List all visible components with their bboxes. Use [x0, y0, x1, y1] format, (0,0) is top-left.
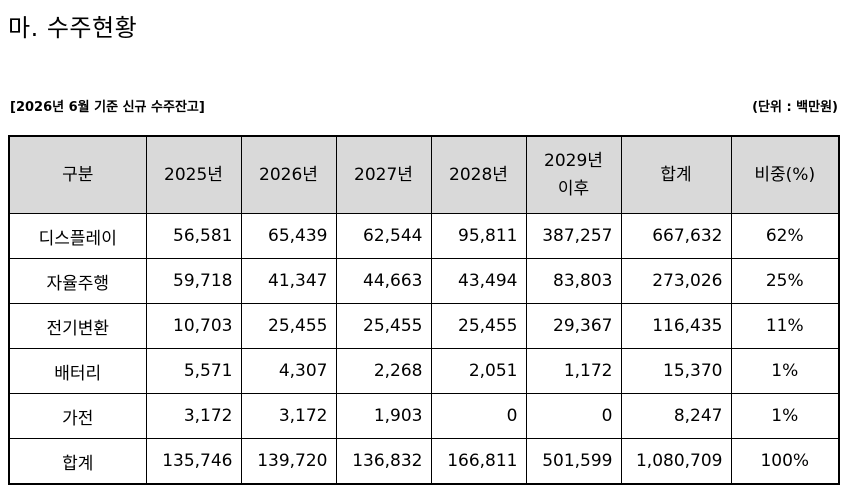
header-2026: 2026년: [240, 135, 337, 214]
cell-value: 0: [525, 393, 622, 439]
header-2028: 2028년: [430, 135, 527, 214]
header-category: 구분: [8, 135, 147, 214]
cell-share: 1%: [730, 348, 840, 394]
header-total: 합계: [620, 135, 732, 214]
cell-value: 15,370: [620, 348, 732, 394]
header-2029-text: 2029년 이후: [544, 151, 603, 199]
cell-value: 25,455: [240, 303, 337, 349]
row-label: 디스플레이: [8, 213, 147, 259]
cell-value: 3,172: [145, 393, 242, 439]
cell-value: 29,367: [525, 303, 622, 349]
cell-share: 62%: [730, 213, 840, 259]
table-row: 가전 3,172 3,172 1,903 0 0 8,247 1%: [8, 393, 840, 439]
cell-value: 25,455: [335, 303, 432, 349]
cell-share: 25%: [730, 258, 840, 304]
header-share: 비중(%): [730, 135, 840, 214]
table-row: 합계 135,746 139,720 136,832 166,811 501,599 1,0…: [8, 438, 840, 485]
cell-value: 4,307: [240, 348, 337, 394]
order-backlog-table: 구분 2025년 2026년 2027년 2028년 2029년 이후 합계 비…: [8, 135, 840, 485]
table-row: 자율주행 59,718 41,347 44,663 43,494 83,803 273,02…: [8, 258, 840, 304]
cell-value: 273,026: [620, 258, 732, 304]
header-2025: 2025년: [145, 135, 242, 214]
cell-value: 136,832: [335, 438, 432, 485]
unit-label: (단위 : 백만원): [752, 100, 838, 115]
cell-value: 139,720: [240, 438, 337, 485]
header-row: 구분 2025년 2026년 2027년 2028년 2029년 이후 합계 비…: [8, 135, 840, 214]
cell-value: 95,811: [430, 213, 527, 259]
table-row: 배터리 5,571 4,307 2,268 2,051 1,172 15,370 1%: [8, 348, 840, 394]
cell-value: 166,811: [430, 438, 527, 485]
header-2027: 2027년: [335, 135, 432, 214]
cell-value: 116,435: [620, 303, 732, 349]
section-title: 마. 수주현황: [8, 14, 138, 42]
cell-value: 10,703: [145, 303, 242, 349]
cell-value: 1,080,709: [620, 438, 732, 485]
cell-value: 0: [430, 393, 527, 439]
table-row: 전기변환 10,703 25,455 25,455 25,455 29,367 116,43…: [8, 303, 840, 349]
cell-value: 41,347: [240, 258, 337, 304]
cell-value: 43,494: [430, 258, 527, 304]
row-label: 가전: [8, 393, 147, 439]
cell-value: 25,455: [430, 303, 527, 349]
cell-value: 387,257: [525, 213, 622, 259]
cell-value: 5,571: [145, 348, 242, 394]
cell-value: 65,439: [240, 213, 337, 259]
row-label: 자율주행: [8, 258, 147, 304]
cell-share: 11%: [730, 303, 840, 349]
cell-value: 56,581: [145, 213, 242, 259]
cell-value: 3,172: [240, 393, 337, 439]
row-label: 합계: [8, 438, 147, 485]
cell-value: 62,544: [335, 213, 432, 259]
cell-value: 44,663: [335, 258, 432, 304]
table-caption: [2026년 6월 기준 신규 수주잔고]: [10, 100, 205, 115]
row-label: 배터리: [8, 348, 147, 394]
cell-value: 1,903: [335, 393, 432, 439]
header-2029-after: 2029년 이후: [525, 135, 622, 214]
cell-value: 2,051: [430, 348, 527, 394]
table-row: 디스플레이 56,581 65,439 62,544 95,811 387,257 667,…: [8, 213, 840, 259]
cell-value: 83,803: [525, 258, 622, 304]
cell-value: 501,599: [525, 438, 622, 485]
cell-value: 667,632: [620, 213, 732, 259]
cell-value: 135,746: [145, 438, 242, 485]
row-label: 전기변환: [8, 303, 147, 349]
cell-value: 2,268: [335, 348, 432, 394]
cell-value: 1,172: [525, 348, 622, 394]
cell-value: 8,247: [620, 393, 732, 439]
cell-share: 100%: [730, 438, 840, 485]
cell-value: 59,718: [145, 258, 242, 304]
cell-share: 1%: [730, 393, 840, 439]
